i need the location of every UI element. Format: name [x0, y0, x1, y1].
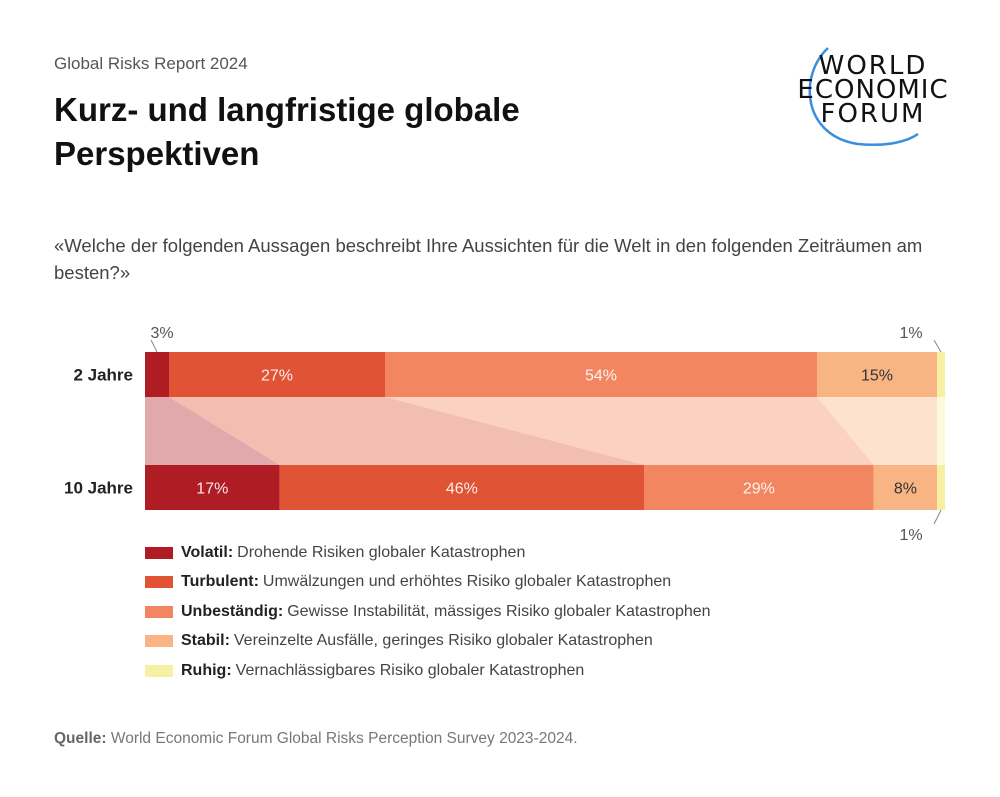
legend-label: Unbeständig:: [181, 602, 284, 620]
leader-line: [933, 509, 942, 525]
source-text: World Economic Forum Global Risks Percep…: [110, 730, 578, 747]
bar-segment: [385, 352, 817, 397]
page-title: Kurz- und langfristige globale Perspekti…: [54, 91, 520, 172]
source-note: Quelle: World Economic Forum Global Risk…: [54, 730, 578, 748]
ribbon-volatil: [145, 397, 280, 465]
bar-segment: [937, 352, 945, 397]
data-label: 8%: [894, 481, 917, 498]
data-label: 46%: [446, 481, 478, 498]
bar-segment: [145, 352, 169, 397]
legend-label: Stabil:: [181, 632, 230, 650]
data-label: 15%: [861, 368, 893, 385]
svg-text:ECONOMIC: ECONOMIC: [797, 75, 948, 105]
bar-segment: [817, 352, 937, 397]
ribbon-unbeständig: [385, 397, 874, 465]
data-label: 27%: [261, 368, 293, 385]
legend-swatch: [145, 635, 173, 648]
legend-item: Unbeständig: Gewisse Instabilität, mässig…: [145, 597, 711, 627]
bar-segment: [279, 465, 645, 510]
legend-item: Stabil: Vereinzelte Ausfälle, geringes Ri…: [145, 627, 711, 657]
legend-item: Turbulent: Umwälzungen und erhöhtes Risik…: [145, 568, 711, 598]
svg-text:FORUM: FORUM: [821, 99, 926, 129]
bar-segment: [644, 465, 874, 510]
legend-label: Turbulent:: [181, 573, 259, 591]
legend-swatch: [145, 664, 173, 677]
legend-swatch: [145, 546, 173, 559]
ribbon-turbulent: [169, 397, 645, 465]
legend-desc: Vernachlässigbares Risiko globaler Katas…: [235, 661, 585, 679]
data-label: 17%: [196, 481, 228, 498]
leader-line: [150, 339, 158, 353]
report-name: Global Risks Report 2024: [54, 54, 248, 73]
legend-label: Volatil:: [181, 543, 234, 561]
stacked-bar-chart: 2 Jahre 3% 27% 54% 15% 1% 10 Jahre 17% 46% 29% 8% 1…: [64, 325, 945, 540]
data-label: 54%: [585, 368, 617, 385]
source-label: Quelle:: [54, 730, 107, 747]
data-label: 1%: [899, 527, 922, 540]
legend-item: Volatil: Drohende Risiken globaler Katast…: [145, 538, 711, 568]
category-label: 10 Jahre: [64, 479, 133, 498]
data-label: 29%: [743, 481, 775, 498]
svg-text:WORLD: WORLD: [819, 51, 928, 81]
legend: Volatil: Drohende Risiken globaler Katast…: [145, 538, 711, 686]
bar-segment: [937, 465, 945, 510]
bar-segment: [145, 465, 280, 510]
bar-segment: [169, 352, 385, 397]
ribbon-ruhig: [937, 397, 945, 465]
data-label: 1%: [899, 325, 922, 342]
legend-desc: Umwälzungen und erhöhtes Risiko globaler…: [262, 573, 672, 591]
legend-desc: Vereinzelte Ausfälle, geringes Risiko gl…: [233, 632, 653, 650]
legend-swatch: [145, 605, 173, 618]
ribbon-stabil: [817, 397, 938, 465]
category-label: 2 Jahre: [73, 366, 133, 385]
legend-label: Ruhig:: [181, 661, 232, 679]
legend-desc: Drohende Risiken globaler Katastrophen: [237, 543, 526, 561]
bar-segment: [873, 465, 938, 510]
legend-desc: Gewisse Instabilität, mässiges Risiko gl…: [287, 602, 711, 620]
leader-line: [933, 339, 942, 353]
legend-swatch: [145, 576, 173, 589]
legend-item: Ruhig: Vernachlässigbares Risiko globaler…: [145, 656, 711, 686]
data-label: 3%: [150, 325, 173, 342]
wef-logo: WORLD ECONOMIC FORUM: [797, 47, 948, 146]
survey-question: «Welche der folgenden Aussagen beschreib…: [54, 235, 923, 283]
